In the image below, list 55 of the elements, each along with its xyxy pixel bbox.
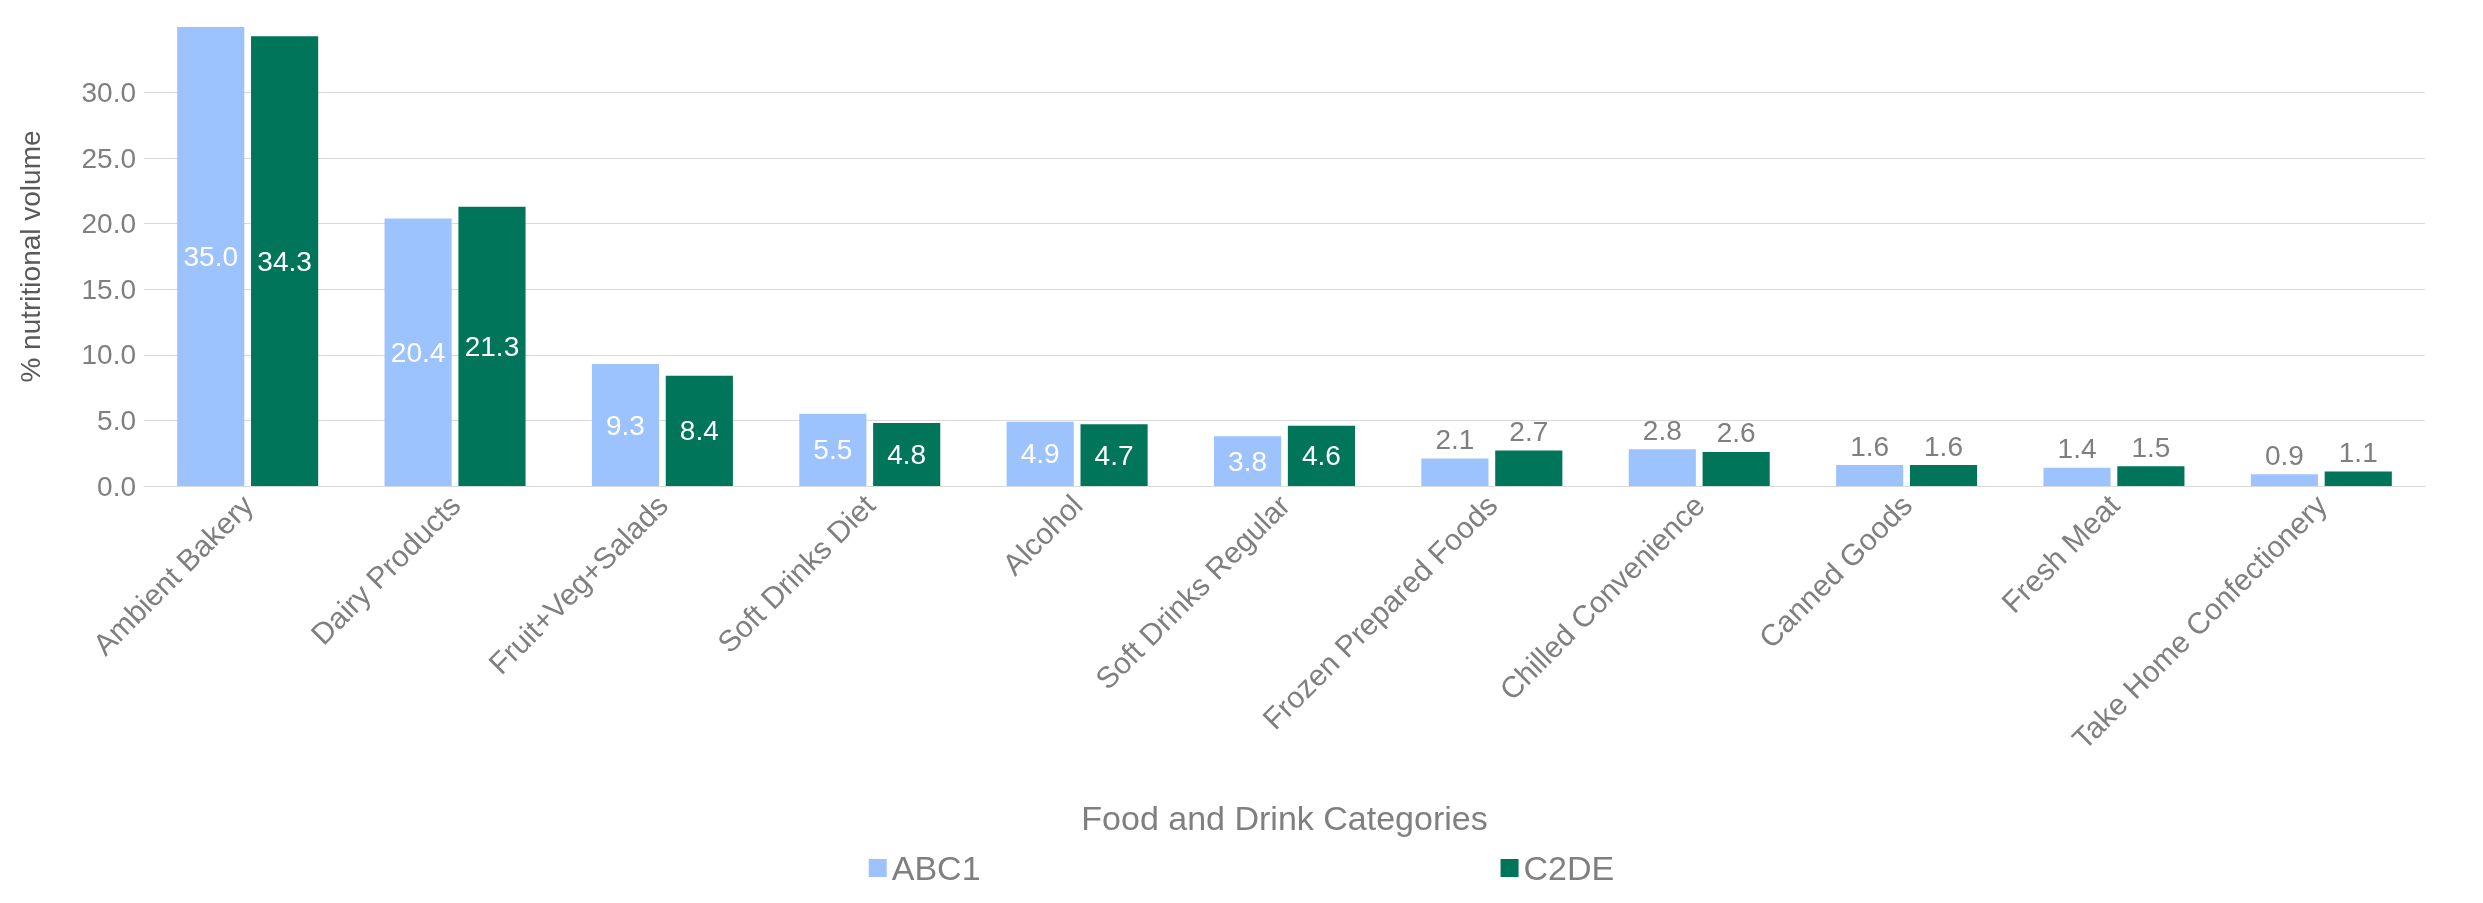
bar [665,375,733,486]
bar [1287,425,1355,486]
data-label: 20.4 [390,336,446,368]
y-tick-label: 25.0 [81,142,136,174]
bar [591,364,660,486]
data-label: 1.6 [1850,430,1890,462]
bar [1495,450,1563,486]
y-tick-label: 5.0 [97,404,136,436]
data-label: 4.7 [1094,439,1134,471]
data-label: 9.3 [606,409,645,441]
legend-label: C2DE [1523,849,1615,887]
bar [1006,421,1074,486]
data-label: 2.8 [1642,414,1682,446]
y-tick-label: 10.0 [81,339,136,371]
data-label: 1.1 [2338,437,2378,469]
bar [1421,458,1489,486]
y-tick-label: 15.0 [81,273,136,305]
data-label: 2.7 [1509,416,1549,448]
y-axis-title: % nutritional volume [14,130,46,383]
data-label: 21.3 [464,330,520,362]
data-label: 1.4 [2057,433,2097,465]
data-label: 1.5 [2131,431,2171,463]
data-label: 2.6 [1716,417,1756,449]
y-tick-label: 30.0 [81,77,136,109]
data-label: 4.6 [1301,440,1341,472]
data-label: 0.9 [2264,439,2304,471]
data-label: 4.8 [887,439,927,471]
data-label: 4.9 [1020,438,1060,470]
bar [1080,424,1148,486]
y-tick-label: 0.0 [97,470,136,502]
bar [458,206,526,486]
bar [1214,436,1282,486]
bar [2324,471,2392,486]
bar [251,36,319,486]
data-label: 5.5 [813,434,853,466]
bar [384,218,452,486]
bar [2043,467,2111,486]
y-tick-label: 20.0 [81,208,136,240]
bar [873,423,941,486]
x-axis-title: Food and Drink Categories [1081,799,1488,837]
bar [1909,465,1978,486]
legend-label: ABC1 [891,849,981,887]
bar [177,27,245,486]
data-label: 2.1 [1435,423,1475,455]
data-label: 1.6 [1924,430,1963,462]
data-label: 8.4 [679,415,719,447]
bar [799,413,867,486]
bar [1836,465,1904,486]
bar [2250,474,2318,486]
bar [1702,451,1770,486]
data-label: 3.8 [1228,445,1268,477]
data-label: 35.0 [183,241,238,272]
bar [2117,466,2185,486]
bar [1628,449,1696,486]
data-label: 34.3 [257,245,312,277]
